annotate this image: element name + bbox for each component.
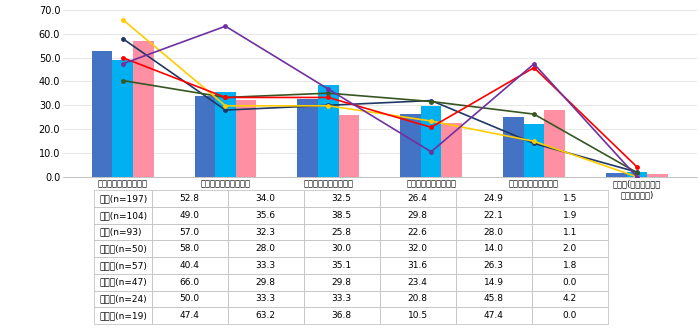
Bar <box>626 172 647 177</box>
Bar <box>524 124 545 177</box>
Bar <box>318 85 339 177</box>
Bar <box>339 115 359 177</box>
Bar <box>236 100 256 177</box>
Bar <box>503 118 524 177</box>
Bar <box>298 99 318 177</box>
Bar <box>215 92 236 177</box>
Bar <box>133 41 153 177</box>
Bar <box>606 173 627 177</box>
Bar <box>442 123 462 177</box>
Bar <box>400 114 421 177</box>
Bar <box>113 60 133 177</box>
Bar <box>92 51 113 177</box>
Bar <box>647 174 668 177</box>
Bar <box>545 110 565 177</box>
Bar <box>421 106 442 177</box>
Bar <box>195 96 215 177</box>
